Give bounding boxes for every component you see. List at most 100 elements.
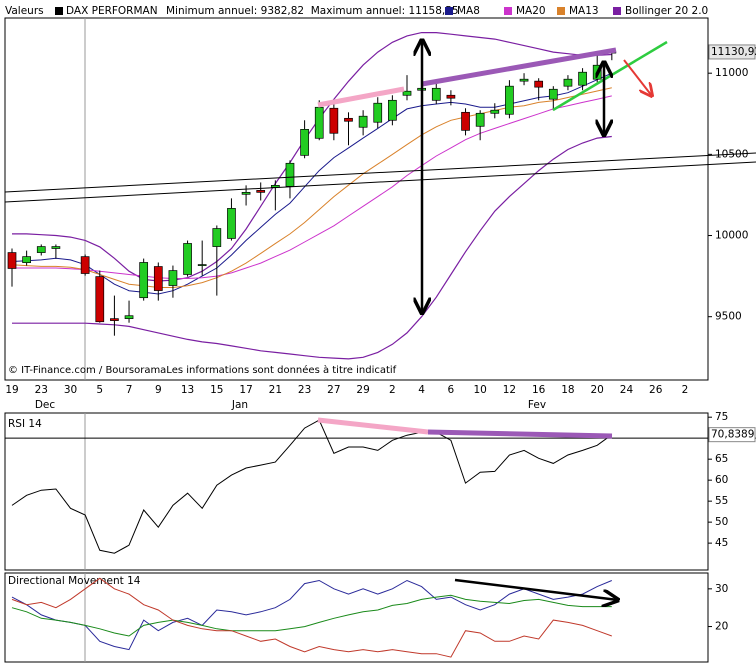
candle-body — [22, 256, 31, 263]
legend-swatch — [613, 7, 621, 15]
candle-body — [358, 115, 368, 128]
x-tick-label: 21 — [269, 384, 282, 396]
last-value-label: 11130,92 — [711, 46, 756, 58]
x-tick-label: 29 — [356, 384, 369, 396]
month-label: Jan — [231, 399, 248, 411]
candle-body — [80, 256, 90, 274]
x-tick-label: 24 — [620, 384, 634, 396]
x-tick-label: 10 — [473, 384, 486, 396]
candle-body — [563, 78, 573, 87]
candle-body — [548, 88, 558, 100]
last-value-box — [708, 427, 756, 443]
x-tick-label: 19 — [5, 384, 18, 396]
x-tick-label: 12 — [503, 384, 516, 396]
moving-average — [12, 95, 612, 279]
candle-body — [168, 270, 178, 286]
y-tick-label: 30 — [715, 583, 728, 595]
x-tick-label: 20 — [591, 384, 604, 396]
x-tick-label: 2 — [682, 384, 689, 396]
rsi-panel — [4, 412, 709, 571]
trend-line — [4, 161, 756, 203]
candle-body — [388, 99, 397, 121]
subtitle: Minimum annuel: 9382,82 Maximum annuel: … — [166, 5, 459, 17]
pink-line — [317, 417, 429, 435]
panel-title: RSI 14 — [8, 418, 42, 430]
y-tick-label: 10000 — [715, 230, 748, 242]
x-tick-label: 23 — [298, 384, 311, 396]
candle-body — [285, 162, 295, 187]
title-swatch — [55, 7, 63, 15]
candle-body — [519, 78, 529, 82]
y-tick-label: 11000 — [715, 67, 748, 79]
x-tick-label: 13 — [181, 384, 194, 396]
candle-body — [110, 318, 119, 321]
y-tick-label: 60 — [715, 474, 728, 486]
month-label: Dec — [35, 399, 56, 411]
price-panel — [4, 17, 709, 381]
candle-body — [475, 112, 485, 127]
x-tick-label: 7 — [126, 384, 133, 396]
candle-body — [300, 129, 309, 156]
bollinger-upper — [12, 32, 612, 282]
candle-body — [227, 208, 236, 239]
x-tick-label: 26 — [649, 384, 663, 396]
candle-body — [446, 94, 456, 99]
legend-swatch — [557, 7, 565, 15]
chart-title: DAX PERFORMAN — [66, 5, 158, 17]
candle-body — [344, 117, 353, 122]
x-tick-label: 16 — [532, 384, 546, 396]
trend-line — [4, 152, 756, 193]
candle-body — [314, 106, 324, 139]
x-tick-label: 6 — [448, 384, 455, 396]
candle-body — [36, 246, 46, 253]
red-arrow — [623, 59, 652, 96]
month-label: Fev — [528, 399, 546, 411]
x-tick-label: 18 — [561, 384, 574, 396]
candle-body — [592, 64, 602, 80]
candle-body — [153, 266, 163, 291]
x-tick-label: 2 — [389, 384, 396, 396]
candle-body — [490, 109, 500, 114]
last-value-box — [708, 44, 756, 60]
last-value-label: 70,8389 — [711, 429, 754, 441]
y-tick-label: 65 — [715, 453, 728, 465]
candle-body — [402, 90, 412, 96]
y-tick-label: 75 — [715, 411, 728, 423]
x-tick-label: 27 — [327, 384, 340, 396]
candle-body — [256, 190, 266, 193]
candle-body — [329, 107, 339, 134]
candle-body — [51, 246, 61, 249]
y-tick-label: 50 — [715, 516, 728, 528]
y-tick-label: 45 — [715, 537, 728, 549]
indicator-line — [11, 577, 612, 658]
legend-swatch — [504, 7, 512, 15]
x-tick-label: 4 — [418, 384, 425, 396]
legend-label: MA20 — [516, 5, 546, 17]
header-label: Valeurs — [5, 5, 44, 17]
purple-line — [427, 429, 613, 439]
bollinger-lower — [12, 135, 612, 360]
y-tick-label: 55 — [715, 495, 728, 507]
x-tick-label: 9 — [155, 384, 162, 396]
source: © IT-Finance.com / BoursoramaLes informa… — [8, 364, 397, 376]
candle-body — [578, 71, 587, 86]
x-tick-label: 23 — [35, 384, 48, 396]
x-tick-label: 15 — [210, 384, 223, 396]
candle-body — [95, 276, 105, 323]
panel-title: Directional Movement 14 — [8, 575, 141, 587]
legend-label: MA13 — [569, 5, 599, 17]
annotations — [4, 40, 756, 600]
black-arrow — [454, 578, 618, 600]
candle-body — [124, 315, 134, 319]
x-tick-label: 30 — [64, 384, 77, 396]
indicator-line — [11, 594, 612, 637]
pink-line — [317, 86, 405, 108]
legend-label: Bollinger 20 2.0 — [625, 5, 708, 17]
dm-panel — [4, 572, 709, 663]
candle-body — [461, 111, 470, 131]
x-tick-label: 17 — [239, 384, 252, 396]
legend-swatch — [445, 7, 453, 15]
candle-body — [7, 252, 17, 269]
